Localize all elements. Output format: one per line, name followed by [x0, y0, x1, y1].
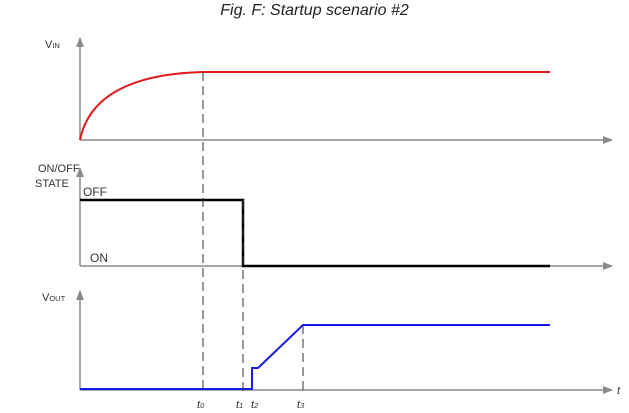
vout-panel: VOUT — [42, 290, 613, 394]
vout-axis-label: VOUT — [42, 292, 66, 304]
t3-label: t3 — [297, 399, 305, 411]
time-axis-label: t — [617, 385, 621, 397]
vin-panel: VIN — [45, 37, 613, 144]
vin-axis-label: VIN — [45, 39, 60, 51]
state-trace — [80, 198, 550, 268]
t0-label: t0 — [197, 399, 205, 411]
state-panel: ON/OFF STATE OFF ON — [35, 163, 613, 270]
t2-label: t2 — [251, 399, 259, 411]
off-label: OFF — [83, 185, 107, 199]
on-label: ON — [90, 251, 108, 265]
t1-label: t1 — [236, 399, 243, 411]
state-axis-label-line2: STATE — [35, 178, 69, 190]
vout-trace — [80, 324, 550, 390]
time-marker-lines — [202, 72, 304, 392]
figure-title: Fig. F: Startup scenario #2 — [220, 2, 409, 19]
vin-trace — [79, 71, 550, 141]
state-axis-label-line1: ON/OFF — [38, 163, 80, 175]
